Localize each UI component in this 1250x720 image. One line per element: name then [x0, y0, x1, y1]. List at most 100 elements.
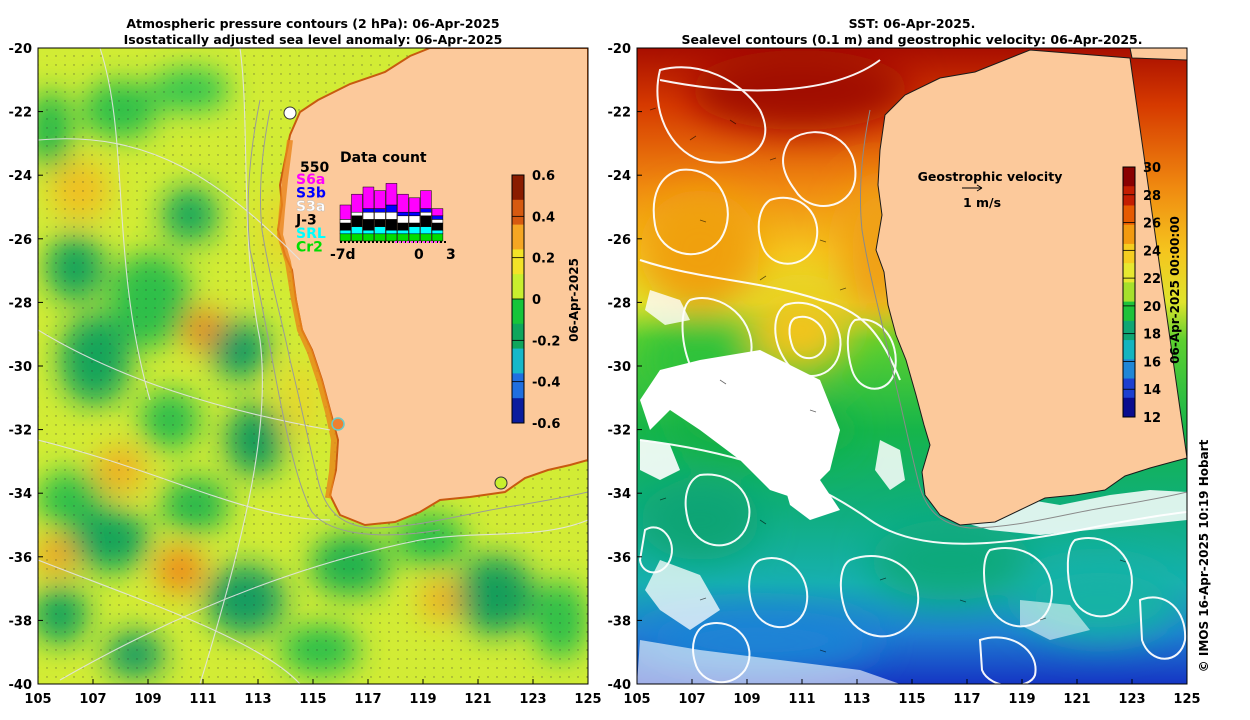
right-x-tick-label: 105 — [623, 692, 650, 707]
count-bar-segment — [420, 233, 432, 242]
right-y-tick-label: -30 — [608, 360, 632, 375]
sea-level-contours — [638, 59, 1187, 684]
sst-colorbar-tick-label: 24 — [1143, 244, 1161, 259]
right-x-tick-label: 109 — [733, 692, 760, 707]
count-bar-segment — [351, 215, 363, 227]
count-bar-segment — [385, 219, 398, 231]
data-count-max: 550 — [300, 160, 329, 176]
count-bar-segment — [408, 233, 421, 242]
station-marker — [494, 476, 508, 490]
count-bar-segment — [362, 233, 375, 242]
sst-colorbar-swatch — [1123, 301, 1135, 322]
count-bar-segment — [397, 233, 409, 242]
count-bar-segment — [397, 211, 409, 217]
count-bar-segment — [408, 197, 421, 213]
right-y-tick-label: -38 — [608, 614, 632, 629]
right-y-tick-label: -22 — [608, 106, 632, 121]
sla-colorbar-tick-label: 0.6 — [532, 169, 555, 184]
left-y-tick-label: -32 — [9, 424, 33, 439]
left-x-tick-label: 111 — [189, 692, 216, 707]
sst-colorbar-label: 06-Apr-2025 00:00:00 — [1168, 216, 1182, 364]
count-bar-segment — [351, 226, 363, 235]
right-y-tick-label: -24 — [608, 169, 632, 184]
left-x-tick-label: 125 — [574, 692, 601, 707]
left-y-tick-label: -28 — [9, 296, 33, 311]
count-bar-segment — [431, 208, 444, 217]
right-y-tick-label: -40 — [608, 678, 632, 693]
count-bar-segment — [374, 190, 386, 209]
left-y-tick-label: -20 — [9, 42, 33, 57]
sst-colorbar: 30 28 26 24 22 20 18 16 14 12 — [1122, 161, 1161, 426]
left-y-tick-label: -22 — [9, 106, 33, 121]
left-y-tick-label: -26 — [9, 233, 33, 248]
sst-colorbar-swatch — [1123, 167, 1135, 187]
sla-colorbar-tick-label: -0.4 — [532, 376, 560, 391]
count-bar-segment — [385, 204, 398, 213]
satellite-label-s3b: S3b — [296, 186, 326, 202]
sla-colorbar-swatch — [512, 199, 524, 226]
sla-colorbar-swatch — [512, 249, 524, 275]
sst-colorbar-swatch — [1123, 224, 1135, 245]
right-y-tick-label: -32 — [608, 424, 632, 439]
left-y-tick-label: -24 — [9, 169, 33, 184]
sst-colorbar-swatch — [1123, 186, 1135, 206]
right-y-tick-label: -26 — [608, 233, 632, 248]
count-bar-segment — [420, 215, 432, 227]
left-y-tick-label: -38 — [9, 614, 33, 629]
right-x-tick-label: 121 — [1063, 692, 1090, 707]
count-bar-segment — [420, 208, 432, 213]
right-x-tick-label: 115 — [898, 692, 925, 707]
count-bar-segment — [397, 215, 409, 224]
pressure-contours — [38, 48, 588, 684]
left-x-tick-label: 123 — [519, 692, 546, 707]
count-bar-segment — [408, 215, 421, 224]
credit-text: © IMOS 16-Apr-2025 10:19 Hobart — [1197, 439, 1211, 672]
count-bar-segment — [420, 226, 432, 235]
right-title-line2: Sealevel contours (0.1 m) and geostrophi… — [681, 32, 1142, 47]
sst-colorbar-swatch — [1123, 320, 1135, 341]
left-y-tick-label: -34 — [9, 487, 33, 502]
satellite-label-s6a: S6a — [296, 172, 325, 188]
right-y-tick-label: -20 — [608, 42, 632, 57]
sst-colorbar-tick-label: 30 — [1143, 161, 1161, 176]
right-y-tick-label: -34 — [608, 487, 632, 502]
count-bar-segment — [408, 222, 421, 227]
count-bar-segment — [374, 219, 386, 227]
right-x-tick-label: 113 — [843, 692, 870, 707]
count-bar-segment — [362, 186, 375, 209]
sla-colorbar-swatch — [512, 398, 524, 424]
count-bar-segment — [362, 219, 375, 231]
right-title-line1: SST: 06-Apr-2025. — [849, 16, 976, 31]
right-axes: 105 107 109 111 113 115 117 119 121 123 125 -20 -22 -… — [608, 42, 1201, 707]
velocity-legend-scale: 1 m/s — [963, 195, 1001, 210]
satellite-label-s3a: S3a — [296, 199, 325, 215]
left-title-line1: Atmospheric pressure contours (2 hPa): 0… — [126, 16, 499, 31]
sst-colorbar-tick-label: 20 — [1143, 300, 1161, 315]
count-bar-segment — [362, 208, 375, 213]
data-count-xlabel-start: -7d — [330, 247, 356, 263]
count-bar-segment — [408, 226, 421, 235]
right-x-tick-label: 119 — [1008, 692, 1035, 707]
sea-level-anomaly-map — [38, 48, 588, 684]
count-bar-segment — [351, 211, 363, 217]
count-bar-segment — [385, 183, 398, 206]
count-bar-segment — [339, 222, 352, 231]
count-bar-segment — [431, 233, 444, 242]
satellite-label-cr2: Cr2 — [296, 240, 323, 256]
sst-colorbar-tick-label: 26 — [1143, 217, 1161, 232]
sst-colorbar-swatch — [1123, 378, 1135, 399]
count-bar-segment — [374, 211, 386, 220]
count-bar-segment — [339, 219, 352, 224]
right-x-tick-label: 123 — [1118, 692, 1145, 707]
sla-colorbar-swatch — [512, 373, 524, 399]
data-count-bars — [339, 183, 444, 242]
sst-colorbar-swatch — [1123, 243, 1135, 264]
count-bar-segment — [385, 233, 398, 242]
right-x-tick-label: 111 — [788, 692, 815, 707]
arrow-head-icon — [976, 184, 983, 192]
left-x-tick-label: 117 — [354, 692, 381, 707]
left-axes: 105 107 109 111 113 115 117 119 121 123 125 -20 -22 -… — [9, 42, 602, 707]
count-bar-segment — [431, 215, 444, 220]
